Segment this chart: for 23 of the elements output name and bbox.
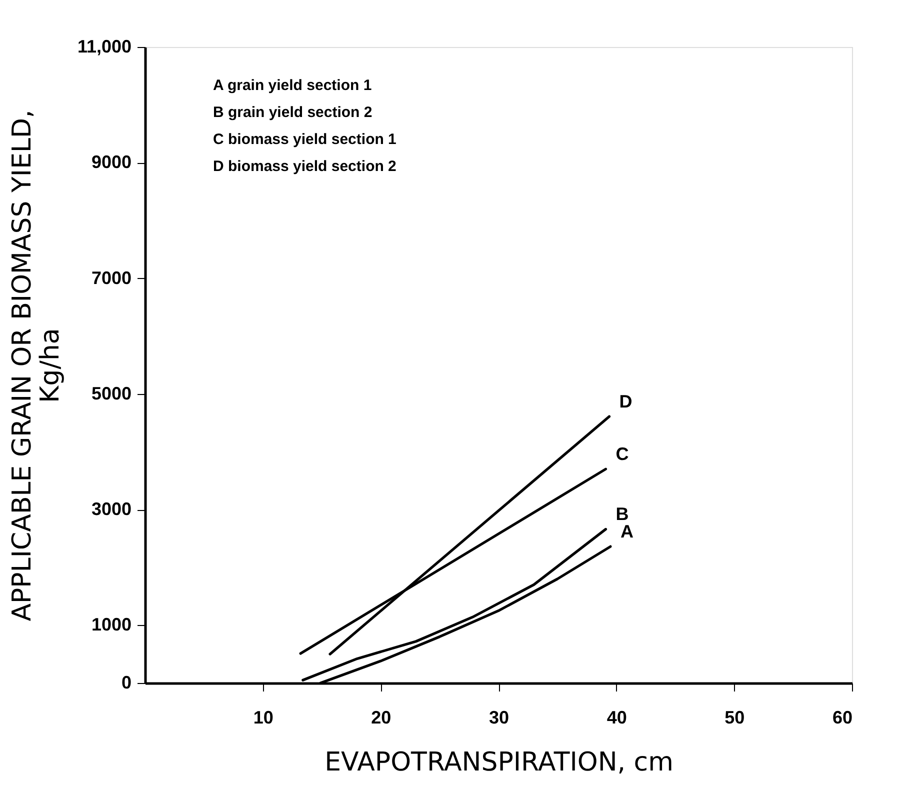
series-label: C <box>616 444 629 464</box>
x-tick-label: 20 <box>371 708 392 728</box>
y-tick-label: 5000 <box>91 383 132 404</box>
x-tick-label: 40 <box>606 708 627 728</box>
annotation: A grain yield section 1 <box>213 77 372 94</box>
series-label: D <box>619 391 632 412</box>
annotation: B grain yield section 2 <box>213 104 372 121</box>
y-tick-label: 3000 <box>91 499 132 520</box>
annotation: C biomass yield section 1 <box>213 131 396 148</box>
y-tick-label: 11,000 <box>77 36 132 56</box>
x-tick-label: 60 <box>832 708 852 728</box>
series-label: A <box>620 522 634 542</box>
x-tick-label: 10 <box>253 708 274 728</box>
y-tick-label: 0 <box>121 672 132 692</box>
y-tick-label: 1000 <box>91 614 132 635</box>
y-axis-title: APPLICABLE GRAIN OR BIOMASS YIELD, Kg/ha <box>7 110 66 622</box>
y-tick-label: 7000 <box>91 268 132 288</box>
series-label: B <box>616 504 629 524</box>
y-tick-label: 9000 <box>91 152 132 172</box>
x-axis-title: EVAPOTRANSPIRATION, cm <box>324 748 674 778</box>
x-tick-label: 50 <box>724 708 745 728</box>
x-tick-label: 30 <box>488 708 510 728</box>
annotation: D biomass yield section 2 <box>213 158 396 175</box>
